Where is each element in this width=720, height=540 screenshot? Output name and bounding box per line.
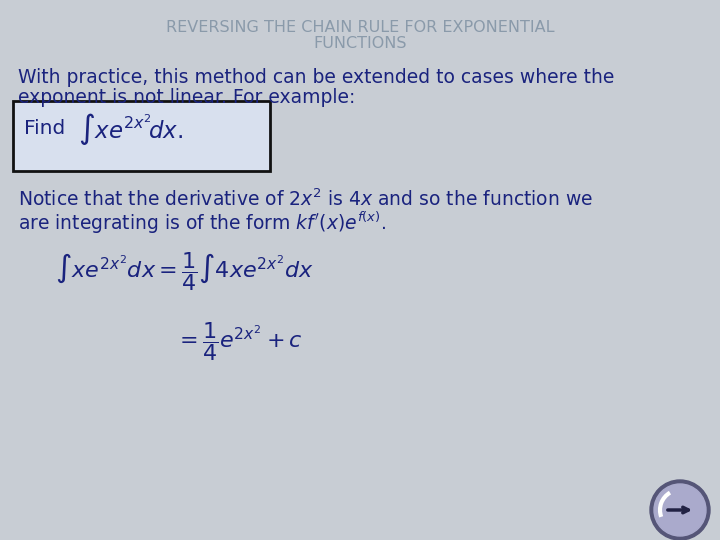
Text: $= \dfrac{1}{4}e^{2x^2} + c$: $= \dfrac{1}{4}e^{2x^2} + c$: [175, 320, 303, 363]
Text: FUNCTIONS: FUNCTIONS: [313, 36, 407, 51]
Circle shape: [650, 480, 710, 540]
Text: are integrating is of the form $kf'(x)e^{f(x)}$.: are integrating is of the form $kf'(x)e^…: [18, 210, 386, 236]
FancyBboxPatch shape: [13, 101, 270, 171]
Text: exponent is not linear. For example:: exponent is not linear. For example:: [18, 88, 356, 107]
Text: Find: Find: [24, 118, 66, 138]
Text: $\int xe^{2x^2}\!dx.$: $\int xe^{2x^2}\!dx.$: [78, 111, 184, 147]
Circle shape: [654, 484, 706, 536]
Text: $\int xe^{2x^2}dx = \dfrac{1}{4}\int 4xe^{2x^2}dx$: $\int xe^{2x^2}dx = \dfrac{1}{4}\int 4xe…: [55, 250, 314, 293]
Text: Notice that the derivative of $2x^2$ is $4x$ and so the function we: Notice that the derivative of $2x^2$ is …: [18, 188, 593, 210]
Text: REVERSING THE CHAIN RULE FOR EXPONENTIAL: REVERSING THE CHAIN RULE FOR EXPONENTIAL: [166, 20, 554, 35]
Text: With practice, this method can be extended to cases where the: With practice, this method can be extend…: [18, 68, 614, 87]
